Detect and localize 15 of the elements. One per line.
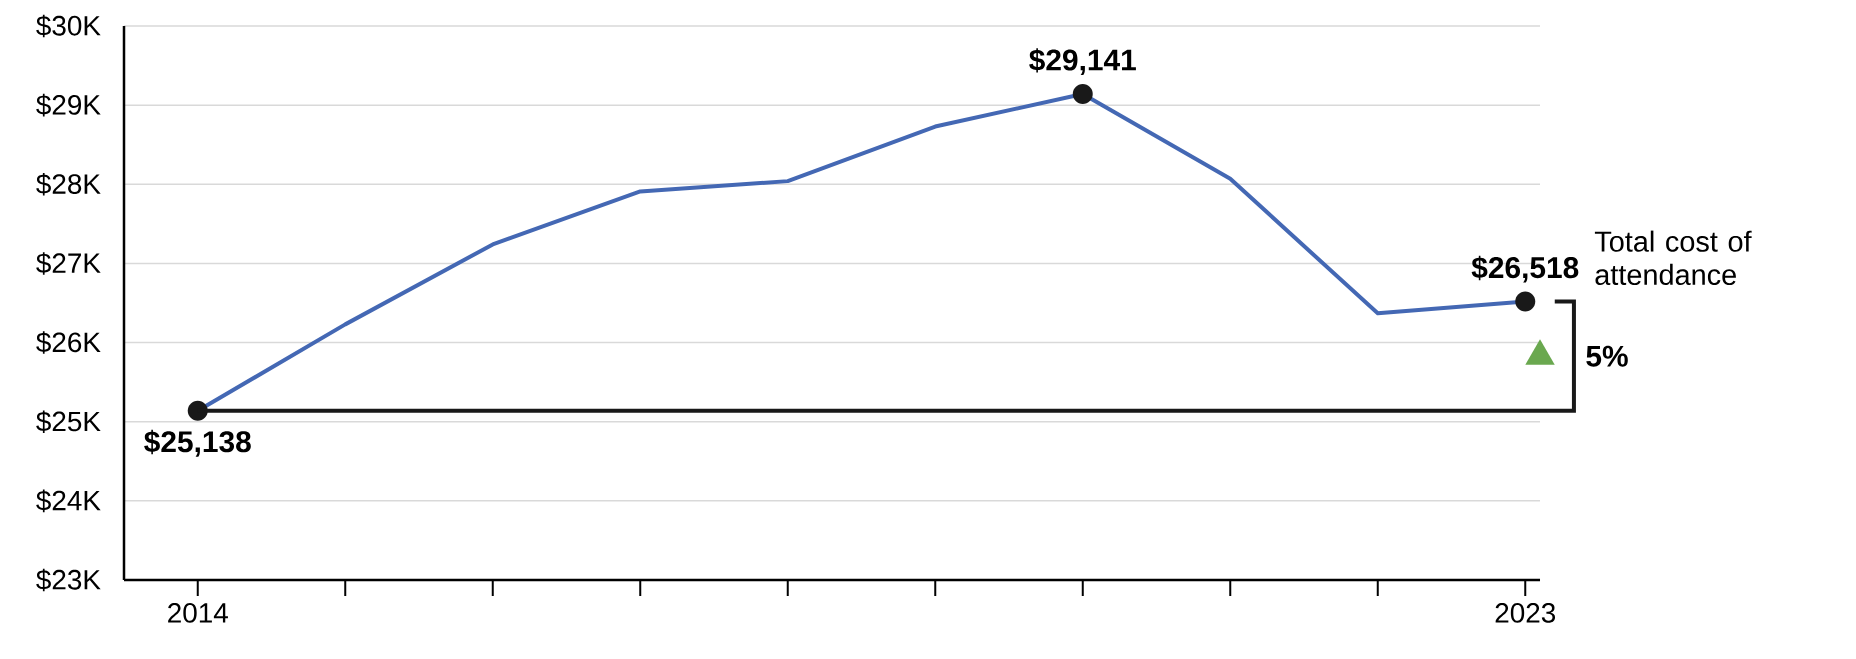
y-tick-label: $26K <box>36 331 101 354</box>
text: Total cost of attendance <box>1594 230 1752 286</box>
annotation: $25,138 <box>144 429 251 457</box>
y-tick-label: $24K <box>36 489 101 513</box>
y-tick-label: $29K <box>36 93 101 117</box>
annotation: $26,518 <box>1471 255 1579 283</box>
y-tick-label: $28K <box>36 172 101 196</box>
annotation: $29,141 <box>1029 48 1136 75</box>
text: 5% <box>1586 345 1628 367</box>
y-tick-label: $27K <box>36 252 101 275</box>
x-tick-label: 2014 <box>168 603 228 623</box>
x-tick-label: 2023 <box>1495 603 1556 623</box>
y-tick-label: $25K <box>36 410 101 434</box>
y-tick-label: $30K <box>36 14 101 38</box>
y-tick-label: $23K <box>36 568 101 592</box>
